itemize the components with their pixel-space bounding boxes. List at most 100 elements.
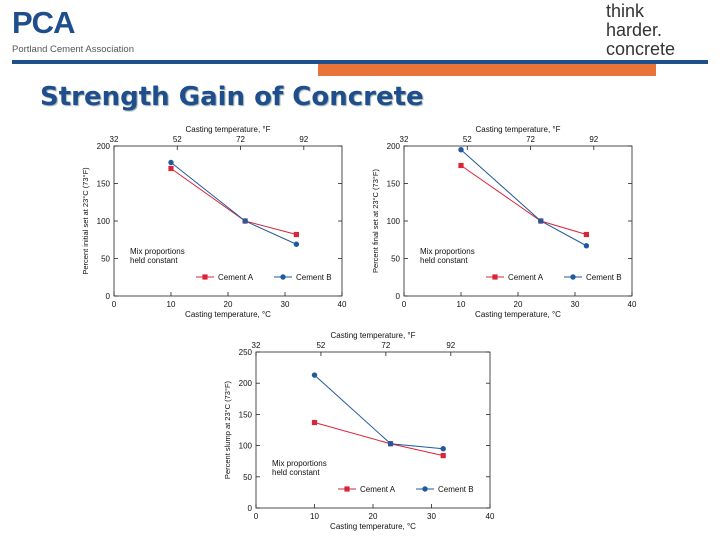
data-point-cement-b (583, 243, 590, 249)
x-tick-label: 0 (112, 300, 117, 309)
y-axis-title: Percent final set at 23°C (73°F) (371, 169, 380, 273)
x-tick-label: 30 (281, 300, 290, 309)
y-tick-label: 250 (239, 348, 253, 357)
x-tick-label: 30 (427, 512, 436, 521)
legend-marker-cement-a (344, 486, 350, 492)
f-tick-label: 32 (400, 135, 409, 144)
x-tick-label: 20 (514, 300, 523, 309)
data-point-cement-b (458, 147, 464, 153)
f-tick-label: 92 (299, 135, 308, 144)
legend-marker-cement-b (422, 486, 428, 492)
x2-axis-title: Casting temperature, °F (185, 125, 270, 134)
x-tick-label: 40 (628, 300, 637, 309)
header-rule-blue (12, 60, 708, 64)
pca-logo-mark: PCA (12, 5, 75, 40)
y-tick-label: 100 (97, 217, 111, 226)
series-line-cement-a (460, 165, 587, 235)
y-tick-label: 50 (391, 255, 400, 264)
x-axis-title: Casting temperature, °C (475, 310, 561, 319)
y-tick-label: 0 (106, 292, 111, 301)
y-tick-label: 150 (387, 180, 401, 189)
initial-set-chart: 0 50 100 150 200 0 10 20 30 40 32 52 72 92 Casting tem… (81, 125, 347, 319)
series-line-cement-b (460, 149, 587, 247)
legend-label: Cement B (296, 273, 332, 282)
annotation-text: held constant (130, 256, 178, 265)
y-tick-label: 100 (239, 442, 253, 451)
legend-label: Cement A (360, 485, 396, 494)
annotation-text: Mix proportions (272, 459, 327, 468)
f-tick-label: 32 (252, 341, 261, 350)
logo-line-harder: harder. (606, 20, 663, 40)
y-tick-label: 150 (239, 410, 253, 419)
final-set-chart: 0 50 100 150 200 0 10 20 30 40 32 52 72 92 Casting tem… (371, 125, 637, 319)
f-tick-label: 72 (381, 341, 390, 350)
x-tick-label: 10 (310, 512, 319, 521)
data-point-cement-b (168, 159, 174, 166)
data-point-cement-a (583, 231, 589, 238)
annotation-text: Mix proportions (130, 247, 185, 256)
x-tick-label: 40 (338, 300, 347, 309)
data-point-cement-b (440, 446, 446, 452)
legend-label: Cement B (438, 485, 474, 494)
data-point-cement-a (168, 165, 174, 172)
x-tick-label: 10 (167, 300, 176, 309)
y-tick-label: 100 (387, 217, 401, 226)
x2-axis-title: Casting temperature, °F (475, 125, 560, 134)
y-tick-label: 150 (97, 180, 111, 189)
x-axis-title: Casting temperature, °C (185, 310, 271, 319)
legend-marker-cement-b (280, 274, 286, 280)
x-tick-label: 30 (571, 300, 580, 309)
x-tick-label: 20 (224, 300, 233, 309)
think-harder-concrete-logo: think harder. concrete (606, 2, 706, 59)
x-tick-label: 0 (254, 512, 259, 521)
slump-chart: 0 50 100 150 200 250 0 10 20 30 40 32 52 72 92 Casting … (223, 331, 495, 531)
x-tick-label: 40 (486, 512, 495, 521)
data-point-cement-b (311, 372, 318, 378)
x2-axis-title: Casting temperature, °F (330, 331, 415, 340)
y-tick-label: 200 (239, 379, 253, 388)
y-tick-label: 200 (97, 142, 111, 151)
data-point-cement-b (538, 218, 544, 224)
slide-header: PCA Portland Cement Association think ha… (0, 0, 720, 80)
header-rule-orange (318, 64, 656, 76)
data-point-cement-b (387, 441, 394, 447)
x-axis-title: Casting temperature, °C (330, 522, 416, 531)
legend-label: Cement A (508, 273, 544, 282)
series-line-cement-b (170, 162, 297, 245)
f-tick-label: 72 (236, 135, 245, 144)
f-tick-label: 52 (463, 135, 472, 144)
data-point-cement-b (242, 218, 248, 224)
annotation-text: Mix proportions (420, 247, 475, 256)
series-line-cement-a (170, 168, 297, 235)
x-tick-label: 10 (457, 300, 466, 309)
logo-line-concrete: concrete (606, 39, 676, 59)
y-tick-label: 0 (248, 504, 253, 513)
y-axis-title: Percent slump at 23°C (73°F) (223, 380, 232, 479)
y-axis-title: Percent initial set at 23°C (73°F) (81, 167, 90, 275)
data-point-cement-b (293, 241, 300, 247)
y-tick-label: 0 (396, 292, 401, 301)
y-tick-label: 50 (101, 255, 110, 264)
data-point-cement-a (293, 231, 299, 238)
x-tick-label: 0 (402, 300, 407, 309)
data-point-cement-a (458, 162, 464, 169)
y-tick-label: 200 (387, 142, 401, 151)
legend-marker-cement-b (570, 274, 576, 280)
series-line-cement-b (314, 374, 444, 450)
annotation-text: held constant (272, 468, 320, 477)
annotation-text: held constant (420, 256, 468, 265)
logo-line-think: think (606, 1, 645, 21)
legend-marker-cement-a (492, 274, 498, 280)
f-tick-label: 92 (589, 135, 598, 144)
legend-label: Cement B (586, 273, 622, 282)
y-tick-label: 50 (243, 473, 252, 482)
pca-logo-subtitle: Portland Cement Association (12, 44, 134, 55)
f-tick-label: 72 (526, 135, 535, 144)
pca-logo: PCA Portland Cement Association (12, 6, 142, 56)
slide-title: Strength Gain of Concrete (40, 82, 424, 112)
f-tick-label: 52 (316, 341, 325, 350)
legend-marker-cement-a (202, 274, 208, 280)
data-point-cement-a (440, 452, 446, 459)
f-tick-label: 92 (446, 341, 455, 350)
legend-label: Cement A (218, 273, 254, 282)
